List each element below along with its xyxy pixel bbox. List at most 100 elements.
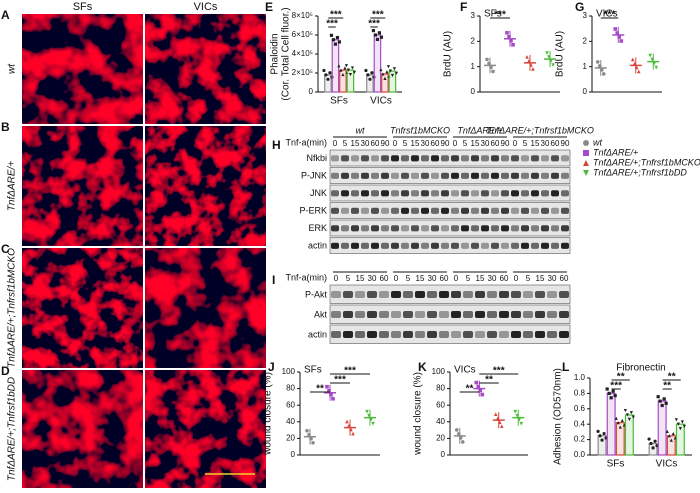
- band: [541, 207, 549, 214]
- y-tick-label: 8×10⁵: [292, 11, 313, 20]
- band: [343, 291, 353, 298]
- band: [341, 225, 349, 232]
- time-label: 90: [501, 139, 510, 148]
- dot: [529, 63, 533, 67]
- micrograph: [22, 370, 143, 488]
- dot: [652, 61, 657, 66]
- band: [391, 207, 399, 214]
- band: [491, 242, 499, 249]
- dot: [349, 427, 353, 432]
- y-tick-label: 40: [286, 417, 295, 426]
- y-tick-label: 20: [286, 434, 295, 443]
- time-label: 5: [403, 139, 408, 148]
- y-tick-label: 20: [436, 434, 445, 443]
- dot: [631, 415, 635, 419]
- y-tick-label: 100: [282, 367, 296, 376]
- band: [547, 311, 557, 318]
- band: [541, 190, 549, 197]
- band: [499, 331, 509, 338]
- band: [511, 155, 519, 162]
- band: [521, 242, 529, 249]
- y-tick-label: 0.6: [574, 404, 586, 413]
- time-axis-label: Tnf-a(min): [285, 137, 327, 147]
- dot: [601, 72, 606, 76]
- significance: ***: [604, 10, 616, 21]
- dot: [375, 37, 380, 41]
- y-axis-label: Phaloidin: [270, 33, 281, 74]
- band: [411, 155, 419, 162]
- band: [361, 190, 369, 197]
- band: [499, 291, 509, 298]
- bar: [624, 414, 634, 456]
- legend-label: TnfΔARE/+;Tnfrsf1bMCKO: [593, 157, 700, 167]
- band: [341, 207, 349, 214]
- chart-title: Fibronectin: [616, 363, 665, 374]
- dot: [527, 59, 531, 63]
- dot: [350, 66, 355, 70]
- dot: [615, 31, 620, 35]
- dot: [351, 431, 355, 436]
- dot: [311, 440, 315, 445]
- band: [427, 291, 437, 298]
- y-axis-label: wound closure (%): [413, 372, 424, 456]
- band: [551, 155, 559, 162]
- dot: [345, 419, 349, 424]
- band: [391, 291, 401, 298]
- time-label: 5: [526, 274, 531, 283]
- band: [401, 225, 409, 232]
- chart-title: SFs: [304, 365, 322, 376]
- band: [481, 155, 489, 162]
- time-label: 5: [346, 274, 351, 283]
- dot: [629, 411, 633, 415]
- y-tick-label: 0.0: [574, 450, 586, 459]
- dot: [333, 42, 338, 46]
- band: [463, 331, 473, 338]
- band: [351, 172, 359, 179]
- dot: [600, 438, 604, 442]
- blot-strip: [329, 167, 571, 184]
- band: [551, 225, 559, 232]
- band: [341, 172, 349, 179]
- dot: [326, 77, 330, 81]
- significance: ***: [494, 10, 506, 21]
- dot: [674, 418, 678, 422]
- blot-row-label: P-JNK: [301, 171, 327, 181]
- chart-title: VICs: [596, 9, 618, 20]
- y-tick-label: 4×10⁵: [292, 49, 313, 58]
- bar: [666, 435, 676, 456]
- band: [523, 331, 533, 338]
- band: [461, 225, 469, 232]
- blot-row-label: actin: [308, 241, 327, 251]
- panel-label: H: [272, 138, 281, 152]
- band: [441, 207, 449, 214]
- band: [381, 225, 389, 232]
- y-tick-label: 0.4: [574, 419, 586, 428]
- band: [439, 291, 449, 298]
- y-tick-label: 0.8: [574, 389, 586, 398]
- band: [559, 291, 569, 298]
- dot: [337, 40, 342, 44]
- dot: [329, 33, 334, 37]
- band: [371, 225, 379, 232]
- band: [521, 207, 529, 214]
- dot: [497, 420, 502, 424]
- band: [381, 207, 389, 214]
- dot: [509, 39, 513, 43]
- band: [501, 155, 509, 162]
- dot: [335, 35, 340, 40]
- dot: [366, 73, 370, 77]
- dot: [339, 68, 343, 72]
- band: [431, 172, 439, 179]
- dot: [671, 431, 675, 436]
- significance: **: [617, 372, 625, 383]
- band: [403, 331, 413, 338]
- legend-label: TnfΔARE/+;Tnfrsf1bDD: [593, 167, 687, 177]
- time-label: 5: [343, 139, 348, 148]
- band: [331, 331, 341, 338]
- band: [499, 311, 509, 318]
- time-label: 15: [531, 139, 540, 148]
- time-label: 15: [351, 139, 360, 148]
- micrograph: [145, 14, 266, 124]
- band: [361, 207, 369, 214]
- band: [547, 331, 557, 338]
